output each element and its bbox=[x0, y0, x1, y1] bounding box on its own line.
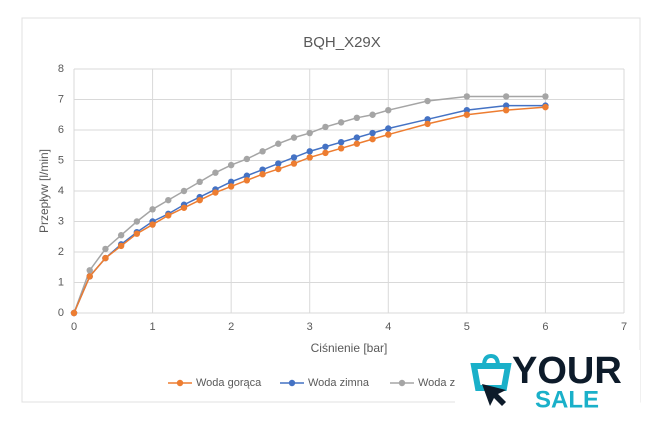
legend-label: Woda zimna bbox=[308, 377, 370, 389]
data-point bbox=[353, 140, 361, 147]
data-point bbox=[290, 160, 298, 167]
data-point bbox=[424, 97, 431, 105]
data-point bbox=[180, 204, 188, 211]
data-point bbox=[306, 154, 313, 161]
data-point bbox=[369, 111, 376, 118]
y-tick-label: 7 bbox=[58, 93, 64, 105]
y-tick-label: 4 bbox=[58, 185, 64, 197]
data-point bbox=[353, 134, 361, 141]
data-point bbox=[102, 254, 109, 262]
data-point bbox=[385, 106, 392, 114]
data-point bbox=[149, 206, 156, 213]
data-point bbox=[133, 230, 141, 237]
data-point bbox=[502, 106, 510, 114]
logo-text-bottom: SALE bbox=[535, 386, 599, 413]
data-point bbox=[117, 242, 125, 250]
data-point bbox=[424, 116, 431, 123]
legend-marker bbox=[176, 379, 184, 387]
y-tick-label: 2 bbox=[58, 246, 64, 258]
data-point bbox=[424, 120, 431, 128]
x-tick-label: 6 bbox=[542, 321, 548, 333]
data-point bbox=[275, 160, 282, 167]
y-tick-label: 0 bbox=[58, 307, 64, 319]
data-point bbox=[463, 111, 471, 118]
data-point bbox=[542, 103, 549, 111]
data-point bbox=[165, 212, 172, 219]
data-point bbox=[322, 123, 329, 131]
data-point bbox=[353, 114, 361, 122]
data-point bbox=[227, 178, 235, 186]
data-point bbox=[542, 93, 549, 100]
y-tick-label: 5 bbox=[58, 154, 64, 166]
y-tick-label: 6 bbox=[58, 124, 64, 136]
data-point bbox=[227, 183, 235, 190]
data-point bbox=[369, 129, 376, 137]
data-point bbox=[86, 267, 93, 274]
legend-marker bbox=[398, 379, 406, 387]
watermark-logo: YOUR SALE bbox=[455, 350, 640, 415]
x-axis-label: Ciśnienie [bar] bbox=[311, 341, 388, 355]
data-point bbox=[212, 189, 219, 196]
data-point bbox=[290, 134, 298, 141]
data-point bbox=[337, 145, 345, 152]
x-tick-label: 1 bbox=[150, 321, 156, 333]
data-point bbox=[227, 161, 235, 169]
data-point bbox=[322, 149, 329, 157]
data-point bbox=[102, 245, 109, 253]
data-point bbox=[502, 102, 510, 109]
data-point bbox=[259, 171, 266, 178]
data-point bbox=[463, 106, 471, 114]
y-tick-label: 1 bbox=[58, 276, 64, 288]
data-point bbox=[369, 135, 376, 143]
data-point bbox=[306, 129, 313, 137]
data-point bbox=[212, 169, 219, 176]
data-point bbox=[306, 148, 313, 155]
x-tick-label: 5 bbox=[464, 321, 470, 333]
logo-handle bbox=[482, 353, 500, 367]
data-point bbox=[259, 166, 266, 173]
y-axis-label: Przepływ [l/min] bbox=[37, 149, 51, 233]
logo-cursor bbox=[482, 384, 506, 406]
data-point bbox=[337, 119, 345, 126]
data-point bbox=[70, 309, 78, 317]
data-point bbox=[149, 221, 156, 228]
data-point bbox=[337, 139, 345, 146]
data-point bbox=[502, 93, 510, 100]
data-point bbox=[243, 172, 251, 179]
data-point bbox=[180, 187, 188, 195]
data-point bbox=[463, 93, 471, 100]
legend-label: Woda gorąca bbox=[196, 377, 262, 389]
data-point bbox=[86, 273, 93, 280]
y-tick-label: 3 bbox=[58, 215, 64, 227]
data-point bbox=[275, 140, 282, 147]
data-point bbox=[259, 148, 266, 155]
data-point bbox=[133, 218, 141, 225]
x-tick-label: 7 bbox=[621, 321, 627, 333]
x-tick-label: 0 bbox=[71, 321, 77, 333]
data-point bbox=[243, 155, 251, 163]
y-tick-label: 8 bbox=[58, 63, 64, 75]
chart-title: BQH_X29X bbox=[303, 34, 381, 51]
data-point bbox=[275, 165, 282, 173]
data-point bbox=[165, 196, 172, 204]
x-tick-label: 4 bbox=[385, 321, 391, 333]
legend-label: Woda z bbox=[418, 377, 455, 389]
data-point bbox=[117, 232, 125, 239]
data-point bbox=[290, 154, 298, 161]
data-point bbox=[385, 131, 392, 138]
chart-frame bbox=[21, 17, 641, 403]
x-tick-label: 2 bbox=[228, 321, 234, 333]
data-point bbox=[322, 143, 329, 150]
x-tick-label: 3 bbox=[307, 321, 313, 333]
logo-text-top: YOUR bbox=[512, 350, 622, 392]
legend: Woda gorąca Woda zimna Woda z bbox=[168, 377, 455, 389]
legend-marker bbox=[288, 379, 296, 387]
data-point bbox=[196, 196, 203, 204]
data-point bbox=[196, 178, 203, 186]
data-point bbox=[385, 125, 392, 132]
data-point bbox=[243, 177, 251, 184]
